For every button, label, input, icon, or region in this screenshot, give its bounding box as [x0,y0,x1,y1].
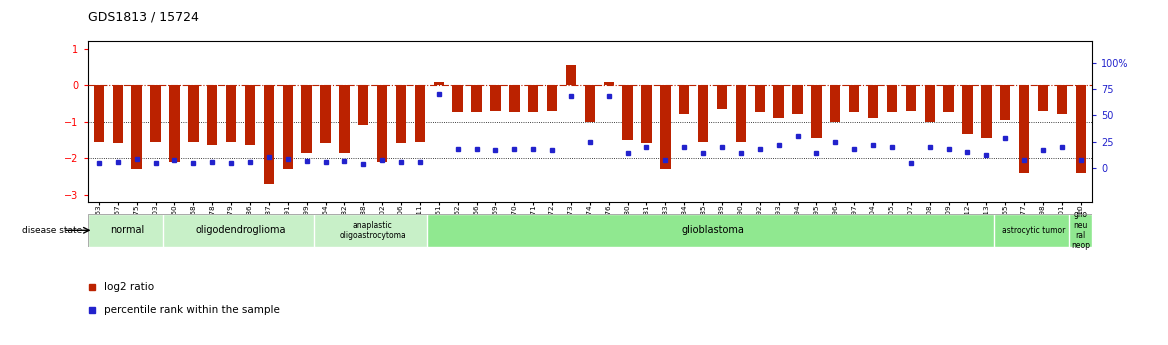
Bar [736,85,746,142]
Bar [207,85,217,145]
Bar [164,214,318,247]
Text: anaplastic
oligoastrocytoma: anaplastic oligoastrocytoma [340,220,406,240]
Bar [962,85,973,134]
Bar [433,81,444,85]
Bar [641,85,652,144]
Bar [660,85,670,169]
Bar [1038,85,1048,111]
Text: log2 ratio: log2 ratio [104,282,154,292]
Text: astrocytic tumor: astrocytic tumor [1002,226,1065,235]
Bar [944,85,954,112]
Text: normal: normal [110,225,145,235]
Bar [377,85,388,162]
Bar [314,214,431,247]
Bar [698,85,708,142]
Bar [151,85,161,142]
Bar [849,85,860,112]
Bar [981,85,992,138]
Bar [812,85,821,138]
Bar [905,85,916,111]
Bar [773,85,784,118]
Bar [264,85,274,184]
Text: glio
neu
ral
neop: glio neu ral neop [1071,210,1090,250]
Bar [301,85,312,152]
Bar [320,85,331,144]
Bar [1070,214,1092,247]
Bar [679,85,689,114]
Bar [452,85,463,112]
Bar [93,85,104,142]
Bar [283,85,293,169]
Bar [169,85,180,162]
Text: glioblastoma: glioblastoma [681,225,744,235]
Bar [1076,85,1086,172]
Bar [925,85,934,121]
Bar [112,85,123,144]
Bar [188,85,199,142]
Bar [717,85,728,109]
Bar [1018,85,1029,172]
Bar [792,85,802,114]
Bar [245,85,255,145]
Bar [415,85,425,142]
Bar [88,214,167,247]
Bar [1057,85,1068,114]
Bar [396,85,406,144]
Bar [427,214,997,247]
Text: oligodendroglioma: oligodendroglioma [195,225,286,235]
Text: GDS1813 / 15724: GDS1813 / 15724 [88,10,199,23]
Bar [755,85,765,112]
Bar [565,65,576,85]
Bar [604,81,614,85]
Bar [132,85,141,169]
Bar [1000,85,1010,120]
Bar [491,85,501,111]
Bar [547,85,557,111]
Bar [528,85,538,112]
Text: disease state: disease state [21,226,82,235]
Bar [225,85,236,142]
Bar [359,85,368,125]
Bar [887,85,897,112]
Bar [994,214,1073,247]
Bar [339,85,349,152]
Bar [509,85,520,112]
Bar [585,85,595,121]
Text: percentile rank within the sample: percentile rank within the sample [104,305,280,315]
Bar [623,85,633,140]
Bar [830,85,841,121]
Bar [472,85,481,112]
Bar [868,85,878,118]
